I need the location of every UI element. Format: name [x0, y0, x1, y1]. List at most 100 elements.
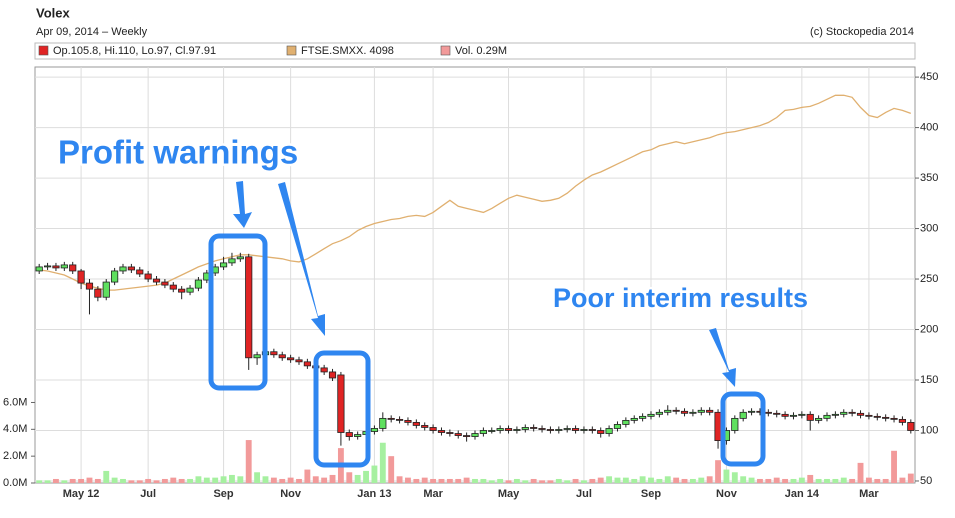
- candle-body: [111, 270, 119, 283]
- volume-bar: [715, 460, 721, 483]
- candle-body: [647, 413, 655, 417]
- volume-bar: [840, 477, 847, 483]
- volume-bar: [530, 478, 537, 483]
- candle-body: [840, 411, 848, 415]
- candle-body: [395, 418, 404, 421]
- candle-body: [404, 419, 412, 423]
- candle-body: [52, 265, 60, 269]
- candle-body: [379, 417, 387, 429]
- volume-bar: [346, 472, 353, 483]
- y-tick-label: 350: [920, 172, 938, 184]
- volume-bar: [824, 478, 830, 483]
- volume-bar: [706, 476, 713, 483]
- volume-bar: [589, 478, 596, 483]
- legend-label: Vol. 0.29M: [455, 45, 507, 57]
- candle-body: [303, 361, 311, 367]
- candle-body: [831, 413, 839, 416]
- arrow: [278, 182, 325, 336]
- volume-bar: [740, 476, 747, 483]
- volume-bar: [757, 478, 763, 483]
- x-tick-label: Jul: [576, 488, 592, 500]
- volume-bar: [438, 478, 445, 483]
- candle-body: [806, 413, 814, 421]
- volume-bar: [405, 477, 411, 483]
- candle-body: [245, 256, 253, 359]
- x-tick-label: May: [498, 488, 520, 500]
- volume-bar: [614, 477, 621, 483]
- volume-bar: [472, 478, 478, 483]
- candle-body: [194, 279, 203, 289]
- volume-bar: [606, 476, 613, 483]
- volume-bar: [329, 474, 336, 483]
- candle-body: [119, 266, 127, 272]
- volume-bar: [446, 478, 453, 483]
- x-tick-label: Nov: [716, 488, 738, 500]
- x-tick-label: Mar: [423, 488, 443, 500]
- source: (c) Stockopedia 2014: [810, 26, 914, 38]
- volume-bar: [807, 474, 814, 483]
- volume-bar: [296, 478, 302, 483]
- candle-body: [823, 414, 831, 419]
- volume-bar: [497, 478, 504, 483]
- candle-body: [898, 418, 907, 423]
- candle-body: [580, 429, 588, 431]
- volume-bar: [547, 480, 554, 483]
- candle-body: [789, 414, 798, 417]
- volume-bar: [891, 450, 897, 483]
- candle-body: [680, 410, 689, 414]
- index-line: [39, 94, 912, 291]
- candle-body: [69, 264, 77, 272]
- volume-bar: [270, 477, 277, 483]
- y-tick-label: 450: [920, 71, 938, 83]
- x-tick-label: Sep: [641, 488, 661, 500]
- candle-body: [345, 432, 353, 437]
- volume-bar: [120, 478, 126, 483]
- volume-bar: [430, 478, 437, 483]
- highlight-box: [208, 233, 268, 391]
- candle-body: [144, 273, 152, 280]
- volume-bar: [815, 478, 822, 483]
- candle-body: [370, 428, 379, 432]
- volume-bar: [505, 480, 512, 483]
- y2-tick-label: 4.0M: [3, 423, 27, 435]
- volume-bar: [388, 456, 395, 483]
- candle-body: [437, 430, 446, 433]
- candle-body: [672, 409, 680, 412]
- chart-subtitle: Apr 09, 2014 – Weekly: [36, 26, 148, 38]
- candle-body: [102, 281, 110, 298]
- y-tick-label: 300: [920, 222, 938, 234]
- candle-body: [697, 409, 705, 413]
- volume-bar: [195, 476, 202, 483]
- volume-bar: [279, 478, 286, 483]
- volume-bar: [723, 469, 730, 483]
- legend-box: [34, 42, 916, 60]
- arrow: [233, 181, 252, 228]
- volume-bar: [304, 469, 311, 483]
- candle-body: [320, 367, 328, 373]
- volume-bar: [648, 477, 654, 483]
- candle-body: [295, 359, 303, 363]
- volume-bar: [312, 476, 319, 483]
- volume-bar: [229, 474, 235, 483]
- candle-body: [613, 424, 622, 429]
- volume-bar: [857, 462, 864, 483]
- candle-body: [890, 417, 898, 420]
- volume-bar: [555, 478, 562, 483]
- x-tick-label: Jan 13: [357, 488, 391, 500]
- volume-bar: [907, 473, 914, 483]
- volume-bar: [664, 476, 671, 483]
- volume-bar: [153, 480, 160, 483]
- candle-body: [60, 264, 68, 269]
- y2-tick-label: 6.0M: [3, 396, 27, 408]
- candle-body: [731, 417, 739, 431]
- candle-body: [655, 411, 663, 415]
- candle-body: [454, 433, 462, 436]
- candle-body: [538, 428, 546, 430]
- volume-bar: [631, 478, 638, 483]
- candle-body: [530, 427, 538, 429]
- candle-body: [136, 269, 144, 275]
- candle-body: [387, 417, 395, 420]
- y-tick-label: 50: [920, 475, 932, 487]
- volume-bar: [899, 477, 906, 483]
